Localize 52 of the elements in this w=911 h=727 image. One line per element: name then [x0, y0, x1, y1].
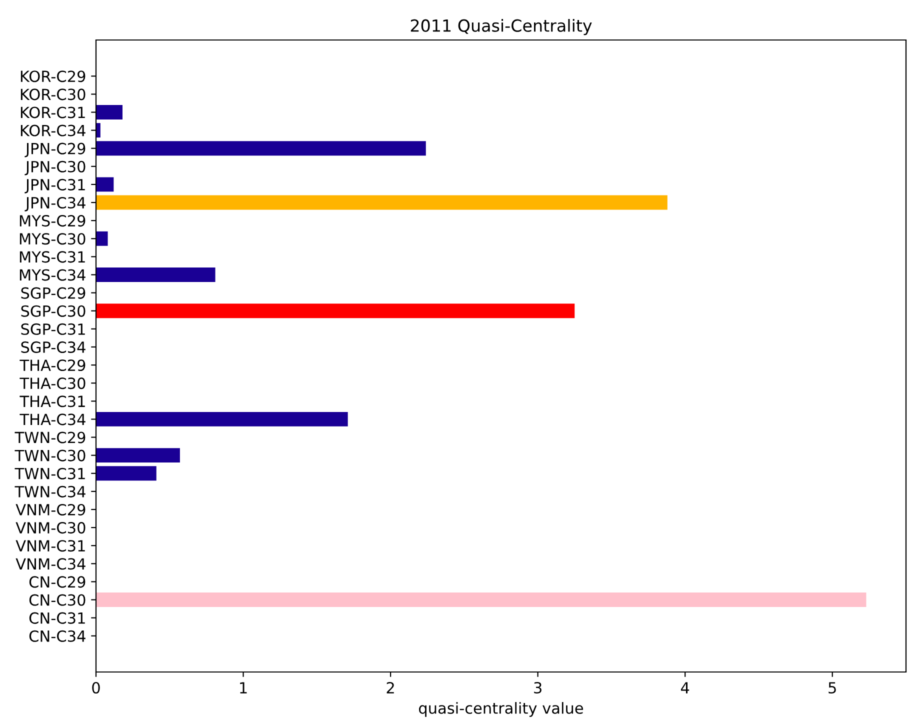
y-tick-label: KOR-C29	[20, 70, 86, 82]
bar	[96, 123, 100, 138]
y-tick-label: VNM-C29	[16, 504, 86, 516]
bar	[96, 412, 348, 426]
y-tick-label: VNM-C34	[16, 558, 86, 570]
y-tick-label: KOR-C30	[20, 88, 86, 100]
y-tick-label: CN-C29	[29, 576, 86, 588]
x-tick-label: 2	[386, 682, 394, 694]
y-tick-label: VNM-C30	[16, 522, 86, 534]
y-tick-label: CN-C34	[29, 630, 86, 642]
y-tick-label: CN-C30	[29, 594, 86, 606]
y-tick-label: TWN-C31	[14, 468, 85, 480]
y-tick-label: MYS-C31	[20, 251, 85, 263]
y-tick-label: SGP-C30	[21, 305, 86, 317]
bar	[96, 268, 216, 282]
y-tick-label: TWN-C30	[14, 450, 86, 462]
y-tick-label: JPN-C30	[24, 160, 86, 176]
y-tick-label: SGP-C31	[21, 323, 85, 335]
y-tick-label: JPN-C34	[24, 196, 86, 212]
chart-title: 2011 Quasi-Centrality	[410, 19, 592, 36]
x-tick-label: 1	[240, 682, 247, 694]
y-tick-label: THA-C30	[20, 378, 86, 390]
x-tick-label: 4	[680, 682, 690, 694]
bar	[96, 466, 156, 481]
y-tick-label: SGP-C34	[21, 341, 86, 353]
x-tick-label: 0	[92, 682, 100, 694]
y-tick-label: KOR-C31	[20, 106, 85, 118]
y-tick-label: KOR-C34	[20, 124, 86, 136]
bar	[96, 141, 426, 156]
y-tick-label: SGP-C29	[21, 287, 86, 299]
bar	[96, 231, 108, 246]
y-tick-label: THA-C34	[20, 414, 86, 426]
y-tick-label: THA-C29	[20, 359, 86, 372]
y-tick-label: CN-C31	[29, 612, 85, 624]
bar	[96, 177, 114, 192]
y-tick-label: MYS-C34	[20, 269, 86, 281]
y-tick-label: THA-C31	[20, 396, 85, 408]
y-tick-label: TWN-C34	[14, 486, 86, 498]
bar	[96, 105, 123, 120]
y-tick-label: JPN-C31	[24, 178, 85, 194]
y-tick-label: MYS-C29	[20, 215, 86, 227]
y-tick-label: TWN-C29	[14, 432, 86, 444]
x-tick-label: 5	[828, 682, 836, 694]
bar	[96, 448, 180, 463]
bar	[96, 592, 866, 607]
y-tick-label: JPN-C29	[24, 142, 86, 158]
y-tick-label: MYS-C30	[20, 233, 86, 245]
x-tick-label: 3	[534, 682, 542, 694]
bar	[96, 195, 668, 210]
y-tick-label: VNM-C31	[16, 540, 85, 552]
x-axis-title: quasi-centrality value	[419, 702, 584, 717]
bar	[96, 304, 575, 318]
